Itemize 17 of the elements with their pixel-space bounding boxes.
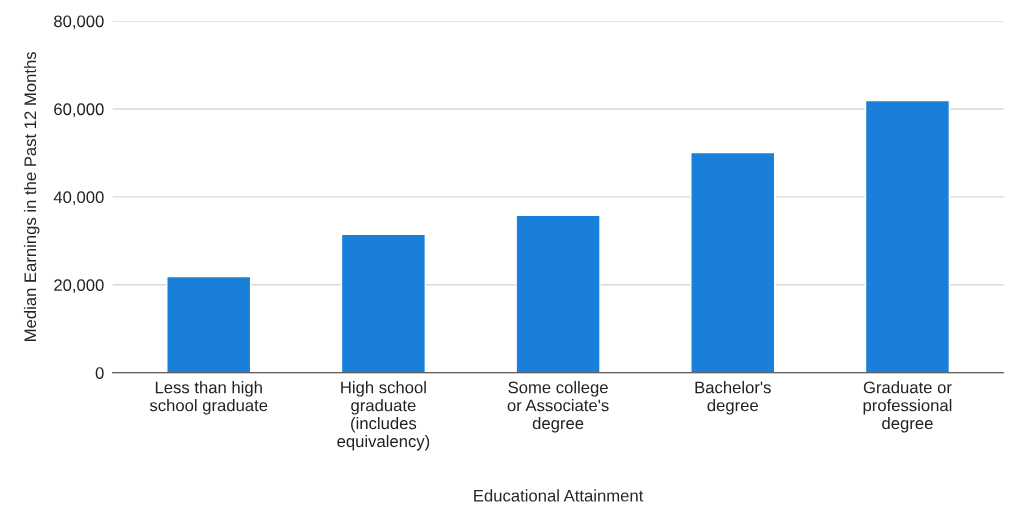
x-tick-label: High school graduate (includes equivalency) [337, 381, 430, 451]
y-tick-label: 80,000 [54, 15, 104, 30]
bar [690, 151, 776, 373]
y-tick-label: 20,000 [54, 279, 104, 293]
bar [864, 99, 951, 373]
y-tick-label: 60,000 [54, 103, 104, 118]
bar [515, 214, 601, 373]
bar [166, 275, 252, 373]
x-tick-label: Graduate or professional degree [863, 381, 952, 433]
y-tick-label: 40,000 [53, 191, 104, 206]
y-axis-title: Median Earnings in the Past 12 Months [23, 52, 40, 341]
bar [340, 233, 427, 373]
x-axis-title: Educational Attainment [474, 489, 644, 502]
y-tick-label: 0 [95, 367, 104, 379]
x-tick-label: Some college or Associate's degree [507, 381, 609, 433]
x-tick-label: Less than high school graduate [149, 381, 268, 415]
x-tick-label: Bachelor's degree [695, 381, 771, 415]
